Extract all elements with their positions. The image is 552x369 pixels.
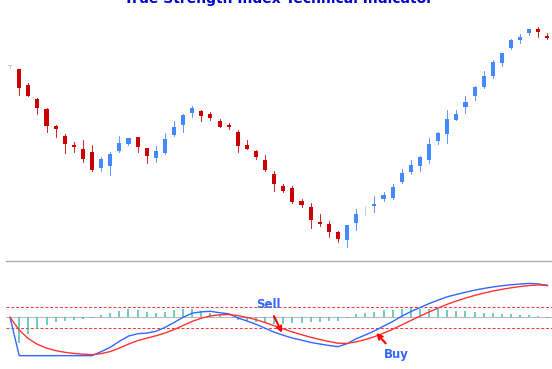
Bar xyxy=(54,127,57,129)
Bar xyxy=(282,186,285,191)
Bar xyxy=(145,148,148,156)
Bar xyxy=(509,40,513,48)
Bar xyxy=(181,114,185,125)
Bar xyxy=(217,121,221,127)
Bar xyxy=(518,37,522,41)
Bar xyxy=(537,29,540,32)
Bar xyxy=(491,62,495,76)
Bar xyxy=(436,133,440,141)
Bar xyxy=(17,69,21,88)
Text: Sell: Sell xyxy=(256,298,281,331)
Bar xyxy=(418,157,422,166)
Bar xyxy=(454,114,458,120)
Bar xyxy=(290,188,294,202)
Bar xyxy=(391,187,395,198)
Bar xyxy=(400,173,404,182)
Bar xyxy=(99,159,103,168)
Bar xyxy=(118,144,121,151)
Text: Buy: Buy xyxy=(378,335,408,361)
Bar xyxy=(227,125,231,127)
Bar xyxy=(263,160,267,170)
Bar xyxy=(473,87,476,96)
Bar xyxy=(245,145,249,149)
Bar xyxy=(545,35,549,38)
Bar xyxy=(199,111,203,116)
Bar xyxy=(236,132,240,146)
Bar xyxy=(163,139,167,152)
Bar xyxy=(354,214,358,223)
Bar xyxy=(336,232,340,239)
Bar xyxy=(45,109,49,125)
Bar xyxy=(500,54,504,63)
Bar xyxy=(63,136,67,144)
Bar xyxy=(300,201,304,205)
Bar xyxy=(190,108,194,113)
Bar xyxy=(445,118,449,134)
Bar xyxy=(154,151,158,158)
Bar xyxy=(318,222,322,224)
Bar xyxy=(254,151,258,158)
Bar xyxy=(482,76,486,87)
Bar xyxy=(381,195,385,199)
Bar xyxy=(327,224,331,232)
Bar xyxy=(81,149,85,159)
Bar xyxy=(72,145,76,148)
Title: True Strength Index Technical Indicator: True Strength Index Technical Indicator xyxy=(124,0,433,6)
Bar xyxy=(345,225,349,240)
Bar xyxy=(26,85,30,96)
Bar xyxy=(309,207,312,220)
Bar xyxy=(427,144,431,160)
Bar xyxy=(8,65,12,66)
Bar xyxy=(108,154,112,166)
Bar xyxy=(35,99,39,108)
Bar xyxy=(136,137,140,147)
Bar xyxy=(172,127,176,135)
Bar xyxy=(272,174,276,184)
Bar xyxy=(409,165,413,172)
Bar xyxy=(126,138,130,144)
Bar xyxy=(90,152,94,170)
Bar xyxy=(464,102,468,107)
Bar xyxy=(373,204,376,207)
Bar xyxy=(209,114,213,118)
Bar xyxy=(527,29,531,33)
